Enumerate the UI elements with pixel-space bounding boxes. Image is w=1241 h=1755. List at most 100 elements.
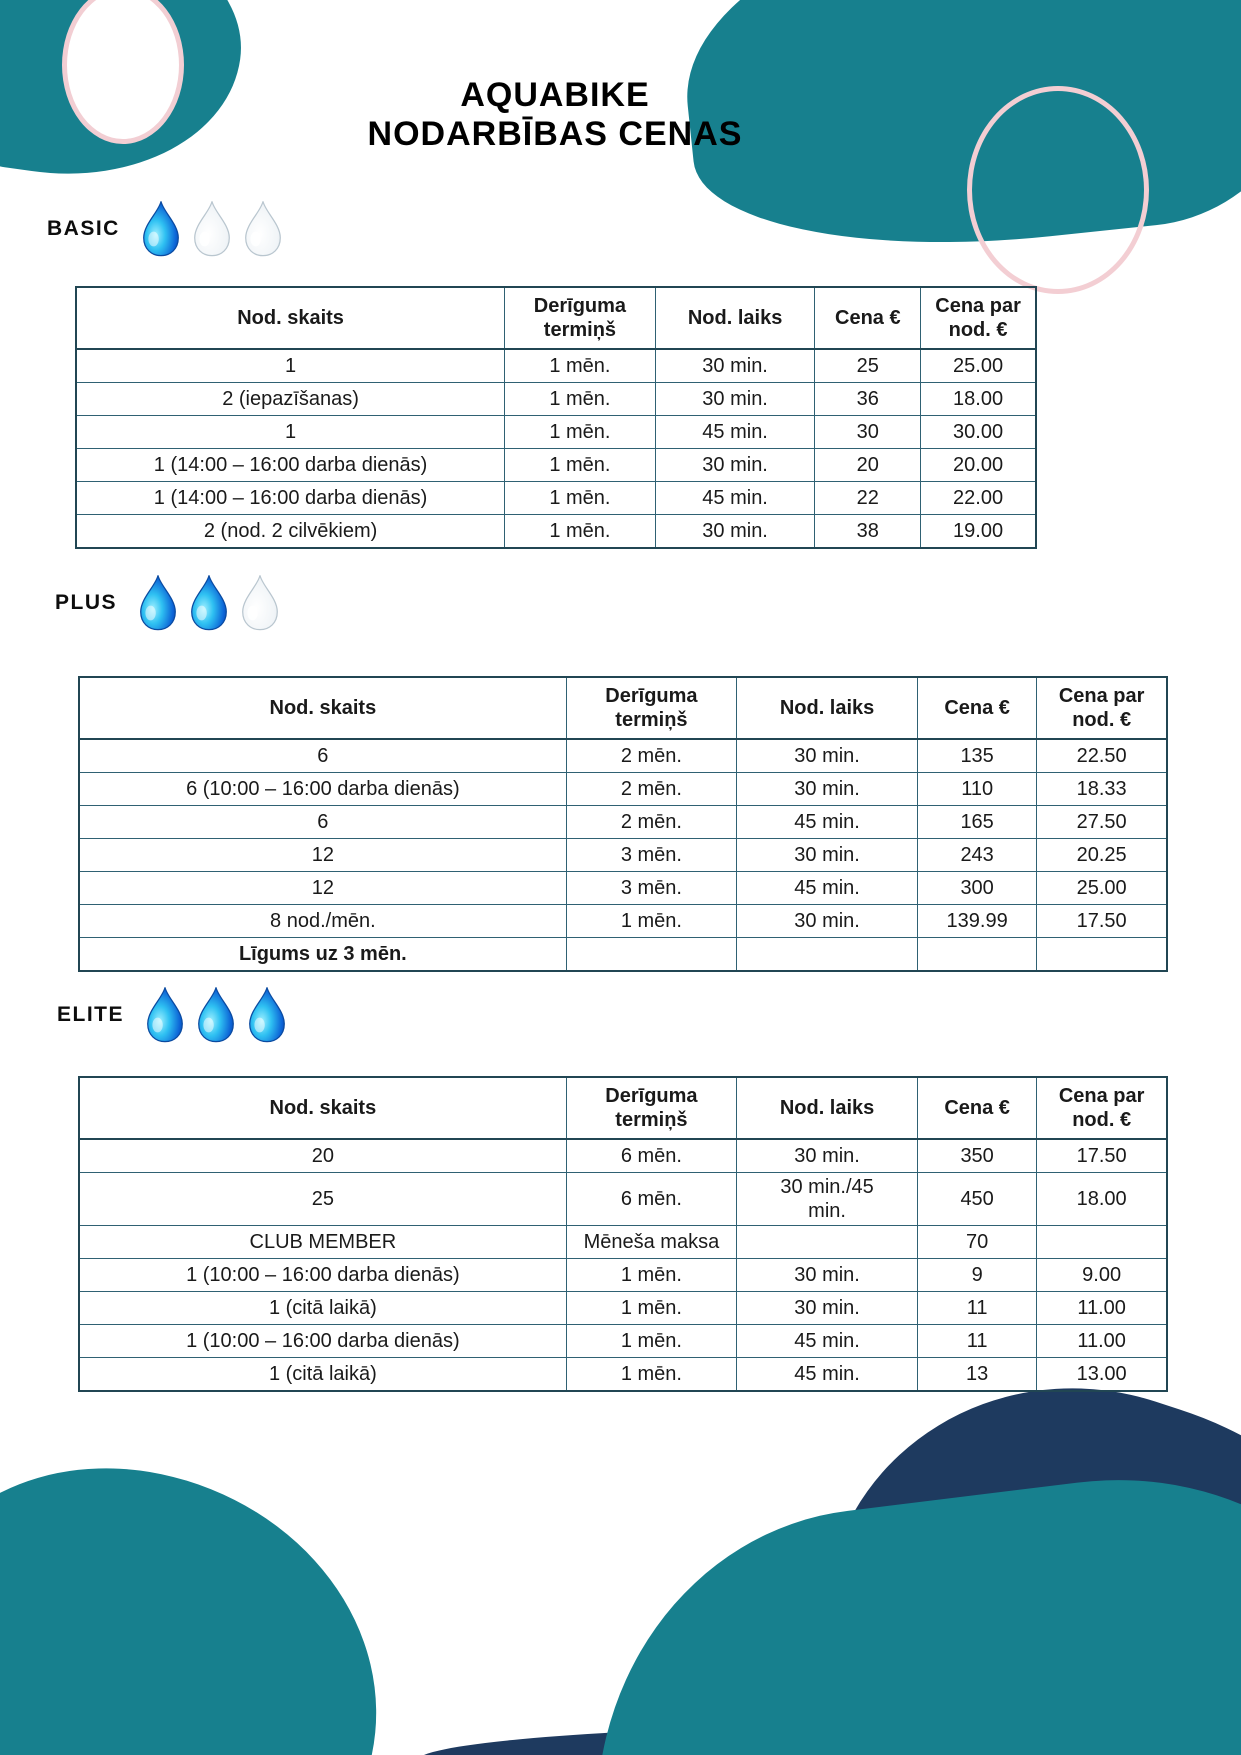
table-cell: 1 (citā laikā) <box>78 1357 567 1392</box>
page-title-line2: NODARBĪBAS CENAS <box>367 115 743 154</box>
table-cell: 1 mēn. <box>504 448 656 482</box>
decorative-ring-top-left <box>62 0 184 144</box>
column-header: Cena par nod. € <box>1036 676 1168 740</box>
table-cell: 25.00 <box>920 348 1037 383</box>
table-cell: 30 min. <box>654 448 816 482</box>
table-cell: 9 <box>916 1258 1038 1292</box>
table-row: 25 6 mēn. 30 min./45 min. 450 18.00 <box>78 1172 1168 1226</box>
table-cell: 135 <box>916 738 1038 773</box>
price-table-basic: Nod. skaits Derīguma termiņš Nod. laiks Cen… <box>75 286 1037 549</box>
table-cell: 30 min. <box>654 514 816 549</box>
table-row: 1 (14:00 – 16:00 darba dienās) 1 mēn. 45 m… <box>75 481 1037 515</box>
table-cell: 20 <box>78 1138 567 1173</box>
table-cell: 165 <box>916 805 1038 839</box>
table-cell: CLUB MEMBER <box>78 1225 567 1259</box>
table-cell: 20.25 <box>1036 838 1168 872</box>
table-cell: 1 mēn. <box>565 1291 738 1325</box>
table-cell: 30 <box>814 415 922 449</box>
table-cell: 22.00 <box>920 481 1037 515</box>
table-cell: 110 <box>916 772 1038 806</box>
table-cell: 18.00 <box>1036 1172 1168 1226</box>
table-cell: 1 mēn. <box>504 382 656 416</box>
table-cell: 1 (10:00 – 16:00 darba dienās) <box>78 1258 567 1292</box>
table-cell: 1 <box>75 415 506 449</box>
column-header: Cena € <box>916 1076 1038 1140</box>
header-row: Nod. skaits Derīguma termiņš Nod. laiks Cen… <box>78 676 1168 740</box>
water-drop-filled-icon <box>198 987 234 1043</box>
table-cell: 243 <box>916 838 1038 872</box>
table-cell: 1 mēn. <box>565 904 738 938</box>
table-cell: 30 min. <box>736 1138 918 1173</box>
table-cell: 20.00 <box>920 448 1037 482</box>
water-drop-filled-icon <box>191 575 227 631</box>
table-cell: 1 (citā laikā) <box>78 1291 567 1325</box>
table-cell <box>1036 1225 1168 1259</box>
table-cell: 6 mēn. <box>565 1138 738 1173</box>
table-cell: 30 min. <box>736 738 918 773</box>
table-cell: 45 min. <box>654 415 816 449</box>
table-cell: 30 min. <box>654 348 816 383</box>
column-header: Cena par nod. € <box>920 286 1037 350</box>
table-cell: 1 mēn. <box>504 514 656 549</box>
table-cell: 12 <box>78 871 567 905</box>
table-cell: 6 (10:00 – 16:00 darba dienās) <box>78 772 567 806</box>
table-cell: 11 <box>916 1291 1038 1325</box>
table-cell: 45 min. <box>736 805 918 839</box>
table-cell: 2 mēn. <box>565 805 738 839</box>
water-drop-filled-icon <box>142 201 179 257</box>
rating-drops-basic <box>140 200 284 257</box>
header-row: Nod. skaits Derīguma termiņš Nod. laiks Cen… <box>75 286 1037 350</box>
column-header: Cena € <box>814 286 922 350</box>
table-row: 1 (citā laikā) 1 mēn. 30 min. 11 11.00 <box>78 1291 1168 1325</box>
table-cell: 1 (14:00 – 16:00 darba dienās) <box>75 481 506 515</box>
table-cell: 6 <box>78 805 567 839</box>
table-cell: 25.00 <box>1036 871 1168 905</box>
table-cell: 1 mēn. <box>565 1357 738 1392</box>
table-row: 8 nod./mēn. 1 mēn. 30 min. 139.99 17.50 <box>78 904 1168 938</box>
table-cell: 22 <box>814 481 922 515</box>
table-row: 1 (10:00 – 16:00 darba dienās) 1 mēn. 45 m… <box>78 1324 1168 1358</box>
table-cell <box>736 1225 918 1259</box>
column-header: Nod. laiks <box>736 1076 918 1140</box>
table-cell: 18.33 <box>1036 772 1168 806</box>
table-cell: 30 min. <box>736 1258 918 1292</box>
table-cell: 6 <box>78 738 567 773</box>
column-header: Derīguma termiņš <box>565 1076 738 1140</box>
table-cell: 2 mēn. <box>565 772 738 806</box>
column-header: Nod. laiks <box>736 676 918 740</box>
header-row: Nod. skaits Derīguma termiņš Nod. laiks Cen… <box>78 1076 1168 1140</box>
section-header-basic: BASIC <box>47 200 284 257</box>
table-cell: 1 (10:00 – 16:00 darba dienās) <box>78 1324 567 1358</box>
table-cell: 38 <box>814 514 922 549</box>
table-cell: 2 (nod. 2 cilvēkiem) <box>75 514 506 549</box>
table-cell <box>916 937 1038 972</box>
table-cell: 30 min. <box>654 382 816 416</box>
table-cell: Mēneša maksa <box>565 1225 738 1259</box>
decorative-blob-bottom-left <box>0 1429 420 1755</box>
section-header-plus: PLUS <box>55 574 281 631</box>
rating-drops-plus <box>137 574 281 631</box>
table-cell: 18.00 <box>920 382 1037 416</box>
water-drop-empty-icon <box>242 575 278 631</box>
table-cell: 1 <box>75 348 506 383</box>
table-cell: 12 <box>78 838 567 872</box>
table-cell: Līgums uz 3 mēn. <box>78 937 567 972</box>
table-cell: 45 min. <box>736 871 918 905</box>
column-header: Derīguma termiņš <box>565 676 738 740</box>
table-cell: 9.00 <box>1036 1258 1168 1292</box>
table-row: 12 3 mēn. 30 min. 243 20.25 <box>78 838 1168 872</box>
water-drop-empty-icon <box>193 201 230 257</box>
table-cell: 17.50 <box>1036 1138 1168 1173</box>
column-header: Nod. laiks <box>654 286 816 350</box>
table-row: 12 3 mēn. 45 min. 300 25.00 <box>78 871 1168 905</box>
section-label-basic: BASIC <box>47 216 120 240</box>
table-cell: 1 mēn. <box>504 348 656 383</box>
table-cell: 1 mēn. <box>504 415 656 449</box>
table-cell: 36 <box>814 382 922 416</box>
column-header: Cena par nod. € <box>1036 1076 1168 1140</box>
table-cell: 1 mēn. <box>565 1258 738 1292</box>
price-table-elite: Nod. skaits Derīguma termiņš Nod. laiks Cen… <box>78 1076 1168 1392</box>
table-cell: 1 mēn. <box>565 1324 738 1358</box>
